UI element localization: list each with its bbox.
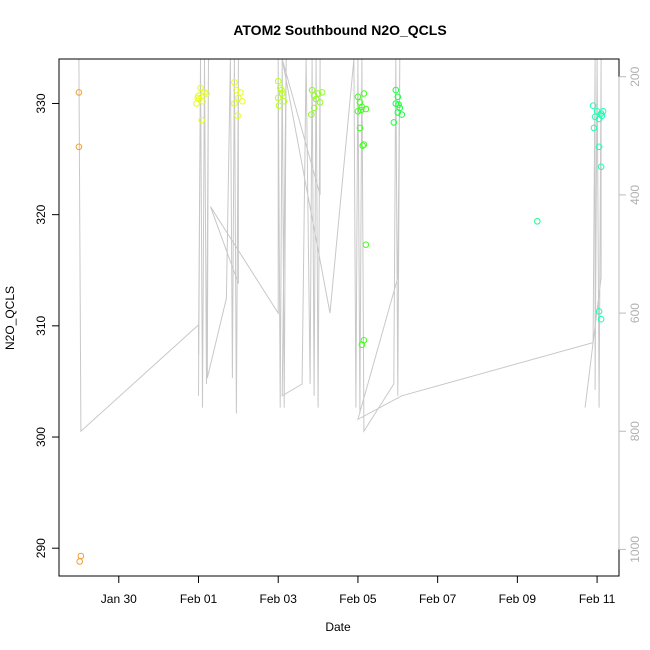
data-point	[231, 79, 238, 86]
data-point	[395, 101, 402, 108]
data-point	[76, 558, 83, 565]
plot-frame	[58, 58, 620, 577]
points-layer	[75, 77, 607, 565]
data-point	[310, 104, 318, 112]
y-axis-label: N2O_QCLS	[3, 286, 17, 350]
data-point	[308, 111, 315, 118]
data-point	[595, 308, 603, 315]
y2-tick-label: 400	[628, 185, 642, 205]
data-point	[203, 90, 210, 97]
x-tick-label: Feb 07	[419, 592, 457, 606]
x-tick-label: Feb 03	[260, 592, 298, 606]
data-point	[360, 141, 368, 148]
y2-axis: 200 400 600 800 1000	[618, 66, 642, 563]
data-point	[318, 89, 326, 96]
x-axis: Jan 30 Feb 01 Feb 03 Feb 05 Feb 07 Feb 09 Feb …	[101, 575, 616, 606]
data-point	[358, 341, 366, 349]
x-tick-label: Jan 30	[101, 592, 137, 606]
data-point	[280, 97, 288, 105]
data-point	[75, 89, 83, 96]
data-point	[534, 218, 541, 225]
chart-title: ATOM2 Southbound N2O_QCLS	[233, 22, 446, 38]
y-axis: 290 300 310 320 330	[34, 93, 60, 558]
data-point	[239, 97, 246, 105]
data-point	[357, 106, 365, 114]
data-point	[237, 89, 244, 96]
data-point	[275, 102, 283, 109]
path-layer	[78, 58, 602, 433]
x-axis-label: Date	[325, 620, 351, 634]
data-point	[398, 111, 406, 118]
data-point	[278, 90, 286, 97]
y-tick-label: 320	[34, 204, 48, 224]
y2-tick-label: 1000	[628, 536, 642, 563]
data-point	[360, 90, 368, 97]
x-tick-label: Feb 01	[180, 592, 218, 606]
data-point	[274, 77, 282, 85]
data-point	[312, 95, 320, 103]
data-point	[362, 241, 370, 248]
y-tick-label: 310	[34, 316, 48, 336]
data-point	[235, 94, 242, 102]
data-point	[359, 142, 367, 149]
x-tick-label: Feb 11	[579, 592, 616, 606]
data-point	[278, 86, 285, 94]
data-point	[194, 94, 201, 102]
data-point	[392, 86, 400, 94]
data-point	[599, 108, 607, 115]
data-point	[274, 94, 282, 102]
data-point	[234, 112, 241, 119]
data-point	[316, 99, 324, 106]
data-point	[75, 143, 83, 151]
x-tick-label: Feb 09	[499, 592, 537, 606]
y2-tick-label: 200	[628, 66, 642, 86]
data-point	[314, 90, 322, 97]
y2-tick-label: 800	[628, 421, 642, 441]
data-point	[77, 552, 85, 560]
y-tick-label: 290	[34, 538, 48, 558]
data-point	[590, 124, 598, 132]
data-point	[362, 105, 370, 113]
data-point	[198, 116, 205, 124]
data-point	[197, 84, 204, 92]
data-point	[597, 163, 605, 171]
y-tick-label: 300	[34, 427, 48, 447]
data-point	[354, 93, 362, 101]
altitude-trace	[78, 58, 602, 433]
data-point	[231, 100, 238, 107]
data-point	[595, 143, 603, 151]
y2-tick-label: 600	[628, 303, 642, 323]
y-tick-label: 330	[34, 93, 48, 113]
data-point	[394, 93, 402, 101]
x-tick-label: Feb 05	[339, 592, 377, 606]
data-point	[598, 112, 606, 119]
data-point	[354, 108, 362, 115]
data-point	[196, 95, 203, 103]
data-point	[589, 102, 597, 109]
data-point	[390, 119, 398, 126]
data-point	[597, 315, 605, 323]
data-point	[356, 124, 364, 132]
data-point	[308, 86, 316, 94]
